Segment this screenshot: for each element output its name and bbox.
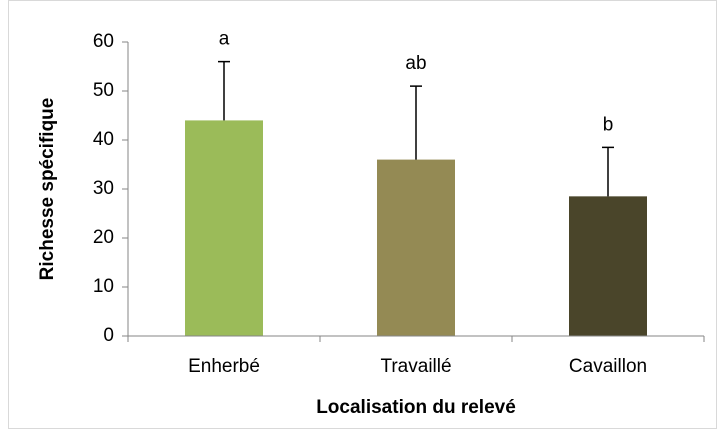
x-tick-label: Cavaillon xyxy=(569,356,647,377)
y-tick-label: 40 xyxy=(93,129,114,150)
bar xyxy=(377,159,455,336)
annotation: b xyxy=(603,114,614,135)
error-bar xyxy=(602,146,614,197)
x-tick-label: Enherbé xyxy=(188,356,260,377)
y-axis-title: Richesse spécifique xyxy=(37,98,58,281)
annotation: a xyxy=(219,29,230,50)
error-bar xyxy=(410,85,422,160)
y-tick-label: 30 xyxy=(93,178,114,199)
y-tick-label: 10 xyxy=(93,276,114,297)
y-tick-label: 0 xyxy=(103,325,114,346)
bar xyxy=(569,196,647,336)
y-tick-label: 60 xyxy=(93,31,114,52)
error-bar xyxy=(218,60,230,121)
y-tick-label: 20 xyxy=(93,227,114,248)
chart-border xyxy=(8,0,717,429)
x-tick-label: Travaillé xyxy=(380,356,451,377)
bar xyxy=(185,120,263,337)
annotation: ab xyxy=(405,53,426,74)
y-tick-label: 50 xyxy=(93,80,114,101)
x-axis-title: Localisation du relevé xyxy=(316,397,516,418)
